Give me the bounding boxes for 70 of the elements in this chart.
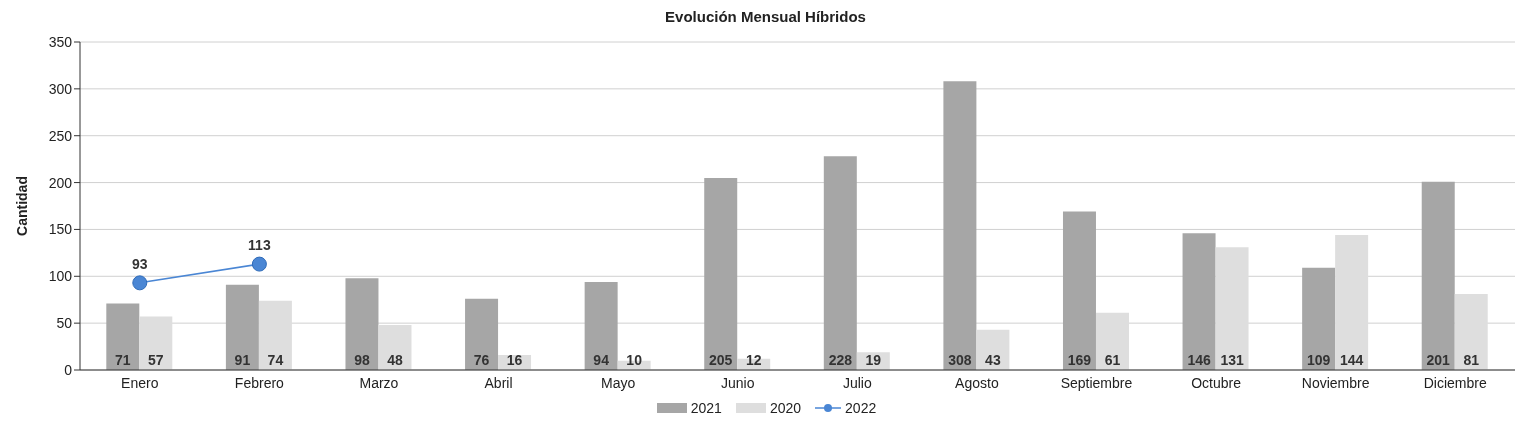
- bar: [1302, 267, 1336, 370]
- y-tick-label: 0: [64, 361, 73, 378]
- data-label: 74: [267, 352, 284, 368]
- legend-label: 2020: [769, 400, 802, 416]
- data-label: 81: [1463, 352, 1480, 368]
- data-label: 76: [473, 352, 490, 368]
- bar: [1182, 233, 1216, 370]
- data-label: 16: [506, 352, 523, 368]
- y-tick-label: 300: [48, 80, 73, 97]
- data-label: 19: [865, 352, 882, 368]
- data-label: 205: [709, 352, 733, 368]
- bar: [258, 300, 292, 370]
- bar: [345, 278, 379, 370]
- x-tick-label: Mayo: [601, 374, 636, 391]
- data-label: 91: [234, 352, 251, 368]
- y-tick-label: 150: [48, 221, 73, 238]
- data-label: 43: [985, 352, 1001, 368]
- x-tick-label: Julio: [842, 374, 872, 391]
- y-axis-title: Cantidad: [13, 176, 30, 236]
- data-label: 144: [1339, 352, 1364, 368]
- bar: [139, 316, 173, 370]
- legend-label: 2021: [690, 400, 722, 416]
- y-tick-label: 100: [48, 268, 73, 285]
- bar: [225, 284, 259, 370]
- x-tick-label: Agosto: [955, 374, 999, 391]
- data-label: 98: [354, 352, 370, 368]
- chart-title: Evolución Mensual Híbridos: [664, 8, 867, 27]
- data-label: 228: [828, 352, 853, 368]
- bar: [378, 325, 412, 370]
- y-tick-label: 350: [48, 33, 73, 50]
- x-tick-label: Abril: [484, 374, 513, 391]
- data-label: 201: [1426, 352, 1451, 368]
- bar: [943, 81, 977, 370]
- bar: [823, 156, 857, 370]
- bar: [1421, 181, 1455, 370]
- x-tick-label: Marzo: [359, 374, 399, 391]
- data-label: 57: [148, 352, 164, 368]
- data-label: 10: [626, 352, 643, 368]
- data-label: 12: [745, 352, 762, 368]
- bar: [465, 298, 499, 370]
- data-label: 113: [248, 237, 271, 254]
- y-tick-label: 50: [56, 315, 73, 332]
- x-tick-label: Noviembre: [1301, 374, 1370, 391]
- bar: [1062, 211, 1096, 370]
- x-tick-label: Diciembre: [1423, 374, 1487, 391]
- x-tick-label: Octubre: [1191, 374, 1242, 391]
- data-label: 61: [1104, 352, 1121, 368]
- x-tick-label: Junio: [720, 374, 755, 391]
- bar: [584, 281, 618, 370]
- bar: [1215, 247, 1249, 370]
- bar: [106, 303, 140, 370]
- bar: [704, 177, 738, 370]
- x-tick-label: Septiembre: [1060, 374, 1133, 391]
- y-tick-label: 250: [48, 127, 73, 144]
- x-tick-label: Enero: [121, 374, 159, 391]
- data-label: 308: [948, 352, 972, 368]
- data-label: 94: [593, 352, 610, 368]
- data-label: 48: [387, 352, 403, 368]
- legend-label: 2022: [845, 400, 877, 416]
- y-tick-label: 200: [48, 174, 73, 191]
- bar: [1335, 235, 1369, 370]
- data-label: 131: [1220, 352, 1244, 368]
- bar: [1095, 312, 1129, 370]
- data-label: 169: [1067, 352, 1092, 368]
- bar: [1454, 294, 1488, 370]
- x-tick-label: Febrero: [234, 374, 285, 391]
- data-label: 146: [1187, 352, 1211, 368]
- data-label: 93: [132, 255, 148, 272]
- data-label: 71: [115, 352, 131, 368]
- data-label: 109: [1306, 352, 1331, 368]
